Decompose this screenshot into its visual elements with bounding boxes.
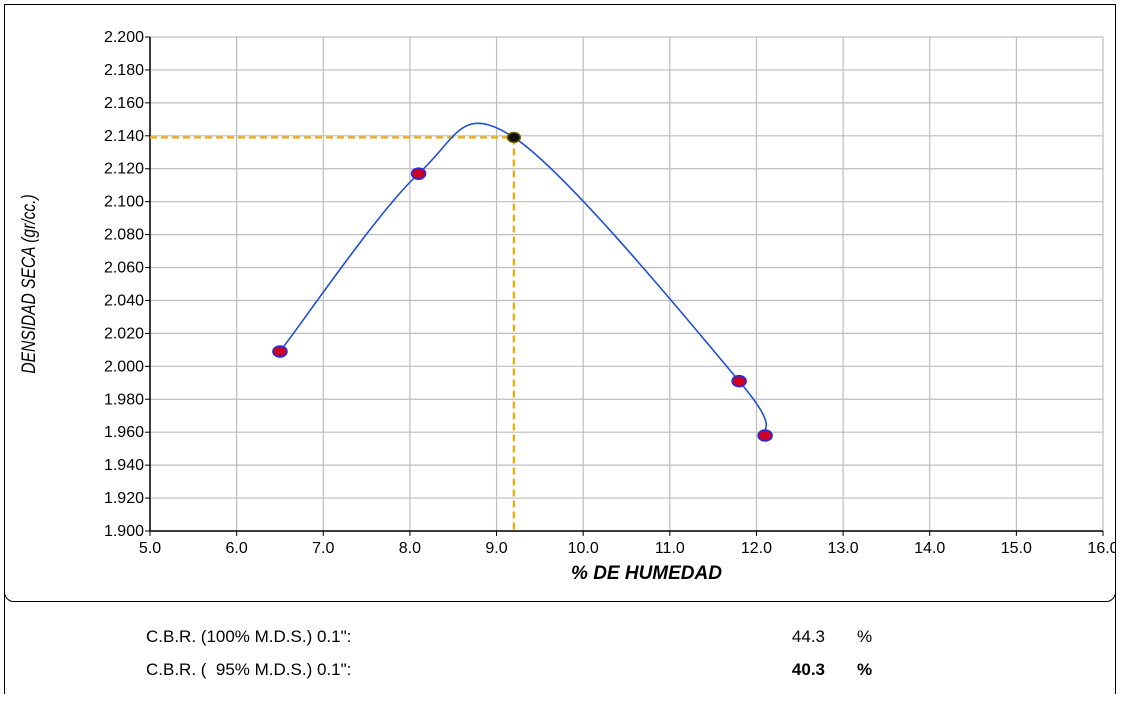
x-tick-label: 13.0 bbox=[828, 540, 859, 557]
result-row-100: C.B.R. (100% M.D.S.) 0.1": 44.3 % bbox=[0, 627, 1000, 649]
y-tick-label: 2.180 bbox=[104, 62, 144, 79]
x-tick-label: 6.0 bbox=[226, 540, 248, 557]
x-tick-label: 5.0 bbox=[139, 540, 161, 557]
x-tick-label: 8.0 bbox=[399, 540, 421, 557]
y-tick-label: 2.060 bbox=[104, 260, 144, 277]
y-tick-label: 2.200 bbox=[104, 29, 144, 46]
y-tick-label: 2.080 bbox=[104, 227, 144, 244]
x-tick-label: 9.0 bbox=[485, 540, 507, 557]
result-row-95: C.B.R. ( 95% M.D.S.) 0.1": 40.3 % bbox=[0, 660, 1000, 682]
chart-panel: 5.0 6.0 7.0 8.0 9.0 10.0 11.0 12.0 13.0 14.0 15.0 1… bbox=[4, 4, 1116, 602]
data-point bbox=[410, 167, 427, 180]
y-axis-label: DENSIDAD SECA (gr/cc.) bbox=[18, 194, 40, 373]
y-tick-label: 2.000 bbox=[104, 358, 144, 375]
x-tick-label: 14.0 bbox=[914, 540, 945, 557]
y-tick-label: 1.900 bbox=[104, 523, 144, 540]
y-tick-label: 2.020 bbox=[104, 325, 144, 342]
y-tick-label: 2.140 bbox=[104, 128, 144, 145]
x-tick-label: 7.0 bbox=[312, 540, 334, 557]
result-value: 40.3 bbox=[791, 660, 825, 679]
y-tick-label: 1.980 bbox=[104, 391, 144, 408]
y-tick-label: 2.160 bbox=[104, 95, 144, 112]
fitted-curve bbox=[279, 122, 768, 436]
y-tick-label: 1.960 bbox=[104, 424, 144, 441]
max-density-point bbox=[506, 131, 522, 144]
data-point bbox=[757, 429, 773, 442]
data-point bbox=[272, 345, 288, 358]
result-unit: % bbox=[857, 627, 873, 646]
y-tick-label: 2.100 bbox=[104, 194, 144, 211]
y-tick-label: 1.920 bbox=[104, 490, 144, 507]
data-point bbox=[731, 374, 747, 388]
x-axis-label: % DE HUMEDAD bbox=[571, 563, 722, 584]
result-unit: % bbox=[857, 660, 873, 679]
x-tick-label: 11.0 bbox=[655, 540, 685, 557]
x-tick-label: 15.0 bbox=[1001, 540, 1032, 557]
x-tick-label: 10.0 bbox=[568, 540, 599, 557]
compaction-chart: 5.0 6.0 7.0 8.0 9.0 10.0 11.0 12.0 13.0 14.0 15.0 1… bbox=[18, 29, 1115, 584]
x-tick-label: 16.0 bbox=[1087, 540, 1115, 557]
result-value: 44.3 bbox=[791, 627, 825, 646]
y-tick-label: 1.940 bbox=[104, 457, 144, 474]
x-tick-label: 12.0 bbox=[741, 540, 772, 557]
y-tick-label: 2.040 bbox=[104, 292, 144, 309]
y-tick-label: 2.120 bbox=[104, 161, 144, 178]
result-label: C.B.R. ( 95% M.D.S.) 0.1": bbox=[146, 660, 352, 679]
result-label: C.B.R. (100% M.D.S.) 0.1": bbox=[146, 627, 352, 646]
